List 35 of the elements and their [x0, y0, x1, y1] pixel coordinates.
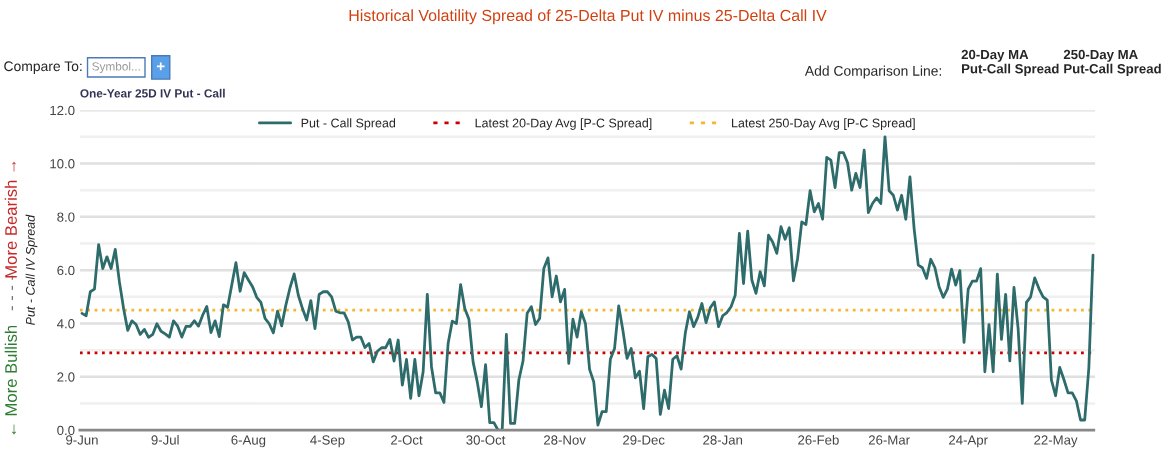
- text: +: [156, 62, 165, 71]
- x-tick-label: 4-Sep: [310, 435, 345, 448]
- y-axis-title: Put - Call IV Spread: [25, 214, 38, 326]
- text: - - - -: [11, 275, 13, 311]
- x-tick-label: 22-May: [1034, 435, 1078, 448]
- x-tick-label: 29-Dec: [623, 435, 665, 445]
- x-tick-label: 24-Apr: [949, 435, 988, 448]
- x-tick-label: 6-Aug: [231, 435, 266, 448]
- legend-label: Latest 20-Day Avg [P-C Spread]: [475, 118, 652, 130]
- x-tick-label: 28-Nov: [544, 435, 586, 445]
- x-tick-label: 26-Mar: [868, 435, 910, 445]
- x-tick-label: 9-Jun: [66, 435, 98, 445]
- text: Compare To:: [4, 61, 82, 74]
- x-tick-label: 30-Oct: [466, 435, 506, 445]
- legend-label: Put - Call Spread: [301, 118, 396, 130]
- y-tick-label: 2.0: [57, 372, 75, 382]
- x-tick-label: 26-Feb: [798, 434, 839, 445]
- text: ← More Bullish: [4, 325, 17, 435]
- line-series: [80, 135, 1095, 431]
- text: Symbol...: [92, 61, 140, 73]
- y-tick-label: 8.0: [57, 212, 75, 222]
- text: 20-Day MA Put-Call Spread: [961, 49, 1059, 77]
- text: 250-Day MA Put-Call Spread: [1063, 49, 1161, 77]
- y-tick-label: 12.0: [50, 105, 75, 116]
- chart-title: Historical Volatility Spread of 25-Delta Put IV minus 25-Delta Call IV: [349, 9, 827, 25]
- text: Add Comparison Line:: [804, 65, 942, 79]
- x-tick-label: 9-Jul: [151, 434, 179, 445]
- y-tick-label: 0.0: [57, 425, 75, 436]
- y-tick-label: 6.0: [57, 265, 75, 276]
- chart-subtitle: One-Year 25D IV Put - Call: [80, 88, 225, 98]
- x-tick-label: 28-Jan: [703, 435, 743, 445]
- y-tick-label: 10.0: [50, 159, 75, 169]
- legend-label: Latest 250-Day Avg [P-C Spread]: [732, 118, 915, 130]
- x-tick-label: 2-Oct: [391, 435, 423, 445]
- y-tick-label: 4.0: [57, 319, 75, 329]
